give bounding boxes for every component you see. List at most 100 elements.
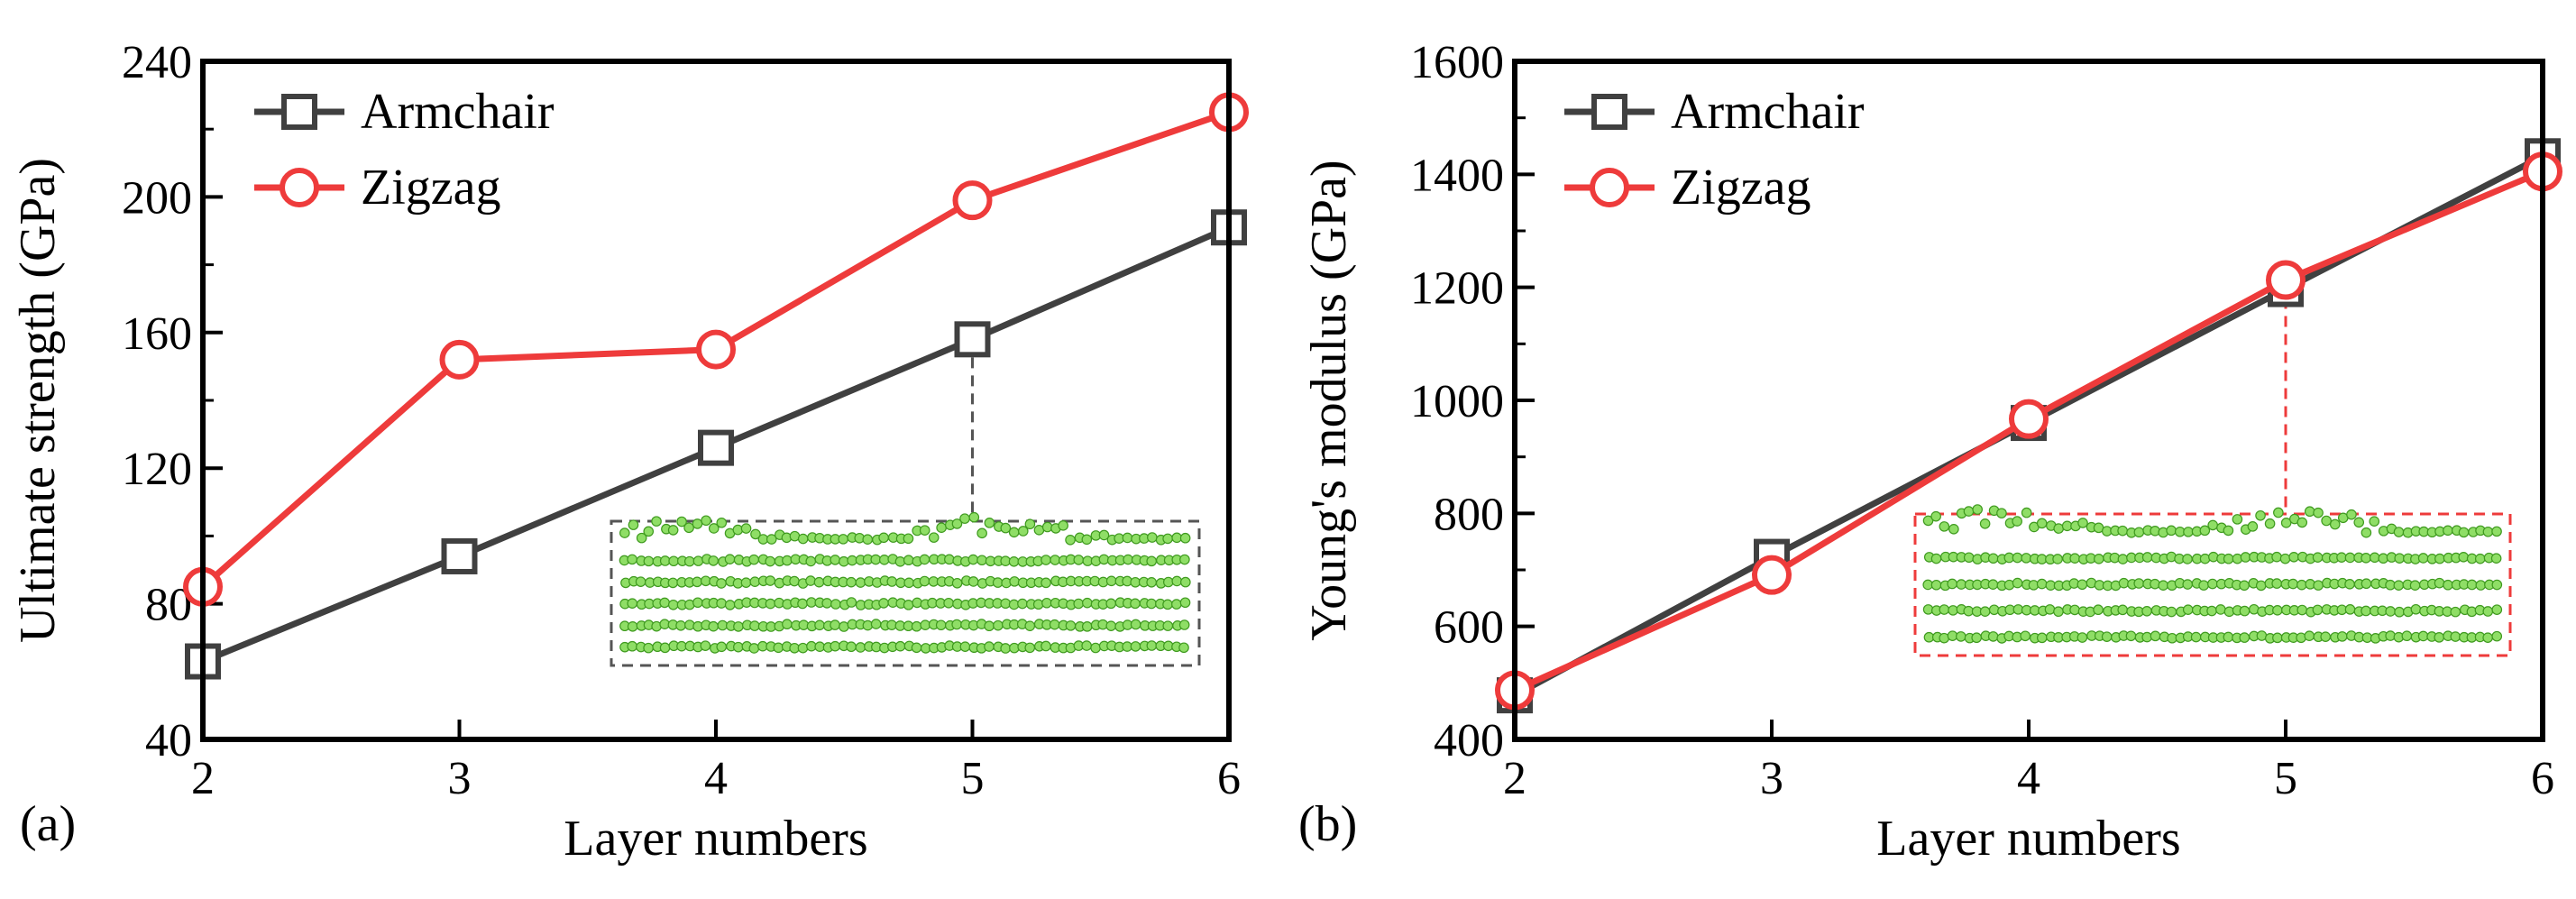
atom [692, 576, 702, 588]
atom [1930, 510, 1941, 522]
legend-label-zigzag: Zigzag [1671, 160, 1811, 216]
atom [708, 523, 720, 534]
atom [2182, 604, 2194, 615]
atom [1130, 598, 1141, 610]
atom [821, 598, 832, 609]
legend-marker-armchair [1591, 94, 1627, 130]
atom [2450, 606, 2461, 618]
zigzag-marker [2266, 260, 2306, 300]
legend-marker-zigzag [280, 168, 319, 207]
atom [2369, 552, 2380, 564]
armchair-marker [441, 537, 478, 574]
atom [2320, 631, 2332, 642]
atom [2247, 521, 2259, 532]
atom [968, 511, 980, 523]
atom [894, 556, 906, 567]
atom [1073, 555, 1085, 565]
atom [717, 619, 729, 631]
y-tick-label: 600 [1434, 602, 1504, 654]
atom [1105, 598, 1117, 610]
zigzag-marker [439, 339, 480, 380]
atom [984, 518, 995, 528]
zigzag-marker [2009, 399, 2049, 439]
atom [2133, 527, 2145, 538]
atom [2206, 605, 2217, 617]
atom [2076, 632, 2088, 643]
atom [846, 641, 857, 653]
atom [2094, 554, 2104, 564]
atom [1171, 575, 1183, 587]
atom [2150, 630, 2161, 642]
atom [1979, 606, 1991, 618]
y-tick-label: 1200 [1410, 263, 1504, 315]
atom [2491, 579, 2503, 591]
atom [1098, 529, 1110, 541]
inset-border [610, 519, 1201, 667]
atom [740, 523, 752, 534]
atom [2329, 518, 2341, 530]
atom [724, 554, 736, 564]
atom [984, 641, 995, 652]
atom [708, 555, 719, 566]
atom [749, 576, 761, 587]
atom [839, 621, 849, 632]
atom [1008, 527, 1020, 538]
atom [773, 642, 784, 654]
atom [2491, 630, 2503, 642]
legend-marker-zigzag [1590, 168, 1629, 207]
zigzag-marker [1752, 555, 1792, 595]
x-tick-label: 3 [1760, 753, 1783, 804]
atom [2344, 579, 2355, 590]
atom [765, 534, 777, 545]
atom [2417, 553, 2429, 564]
atom [2012, 516, 2022, 527]
atom [951, 577, 963, 589]
atom [2312, 552, 2324, 563]
atom [2304, 630, 2315, 641]
atom [1130, 641, 1141, 652]
atom [1922, 515, 1934, 527]
atom [1058, 520, 1068, 531]
atom [976, 527, 987, 539]
atom [2117, 604, 2129, 616]
x-tick-label: 4 [704, 753, 728, 804]
atom [2158, 580, 2169, 592]
atom [659, 597, 670, 609]
atom [855, 577, 866, 588]
atom [2346, 509, 2357, 520]
atom [1081, 621, 1093, 632]
atom [1979, 518, 1991, 529]
atom [1146, 577, 1157, 588]
atom [838, 534, 848, 545]
atom [2394, 606, 2405, 618]
armchair-marker [698, 429, 734, 466]
atom [2443, 579, 2453, 591]
atom [830, 640, 841, 652]
panel-label: (a) [20, 796, 76, 852]
atom [928, 532, 940, 543]
atom [1130, 619, 1141, 630]
atom [1171, 599, 1182, 610]
atom [733, 641, 744, 653]
atom [903, 555, 914, 566]
atom [1081, 640, 1092, 651]
atom [1996, 508, 2007, 518]
legend: Armchair Zigzag [254, 84, 555, 216]
atom [667, 577, 679, 589]
atom [643, 642, 654, 654]
atom [2093, 604, 2104, 616]
atom [2336, 552, 2347, 563]
atom [830, 619, 840, 630]
atom [635, 576, 646, 587]
atom [716, 578, 727, 589]
atom [748, 554, 759, 565]
atom [692, 555, 704, 566]
atom [2409, 580, 2421, 591]
atom [2361, 605, 2371, 617]
legend-marker-armchair [281, 94, 317, 130]
atom [911, 642, 922, 654]
y-tick-label: 40 [145, 715, 192, 766]
atom [1024, 518, 1036, 530]
atom [1179, 532, 1191, 544]
atom [2053, 606, 2064, 618]
